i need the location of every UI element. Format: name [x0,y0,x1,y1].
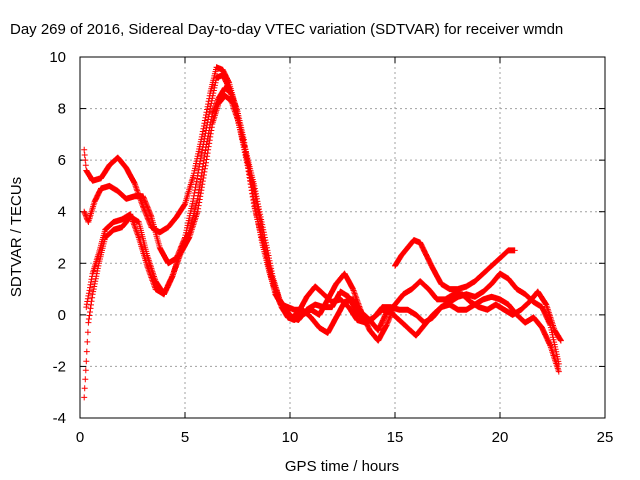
x-tick-label: 0 [76,429,84,446]
x-tick-label: 20 [492,429,509,446]
series-markers [83,92,390,336]
chart-title: Day 269 of 2016, Sidereal Day-to-day VTE… [10,21,563,38]
y-tick-label: 6 [58,152,66,169]
y-tick-label: -4 [53,410,66,427]
series-track-5 [392,237,518,293]
y-tick-label: 10 [49,49,66,66]
x-tick-label: 10 [282,429,299,446]
y-tick-label: -2 [53,358,66,375]
x-tick-labels: 0 5 10 15 20 25 [76,429,614,446]
x-tick-label: 5 [181,429,189,446]
x-axis-label: GPS time / hours [285,458,399,475]
y-tick-label: 2 [58,255,66,272]
y-tick-labels: -4 -2 0 2 4 6 8 10 [49,49,66,427]
axis-ticks [79,56,606,419]
y-axis-label: SDTVAR / TECUs [8,177,25,297]
series-markers [392,237,518,293]
data-points [81,64,564,401]
y-tick-label: 8 [58,101,66,118]
y-tick-label: 0 [58,307,66,324]
plot-frame [79,56,606,419]
series-track-4 [83,92,390,336]
x-tick-label: 25 [597,429,614,446]
x-tick-label: 15 [387,429,404,446]
y-tick-label: 4 [58,204,66,221]
